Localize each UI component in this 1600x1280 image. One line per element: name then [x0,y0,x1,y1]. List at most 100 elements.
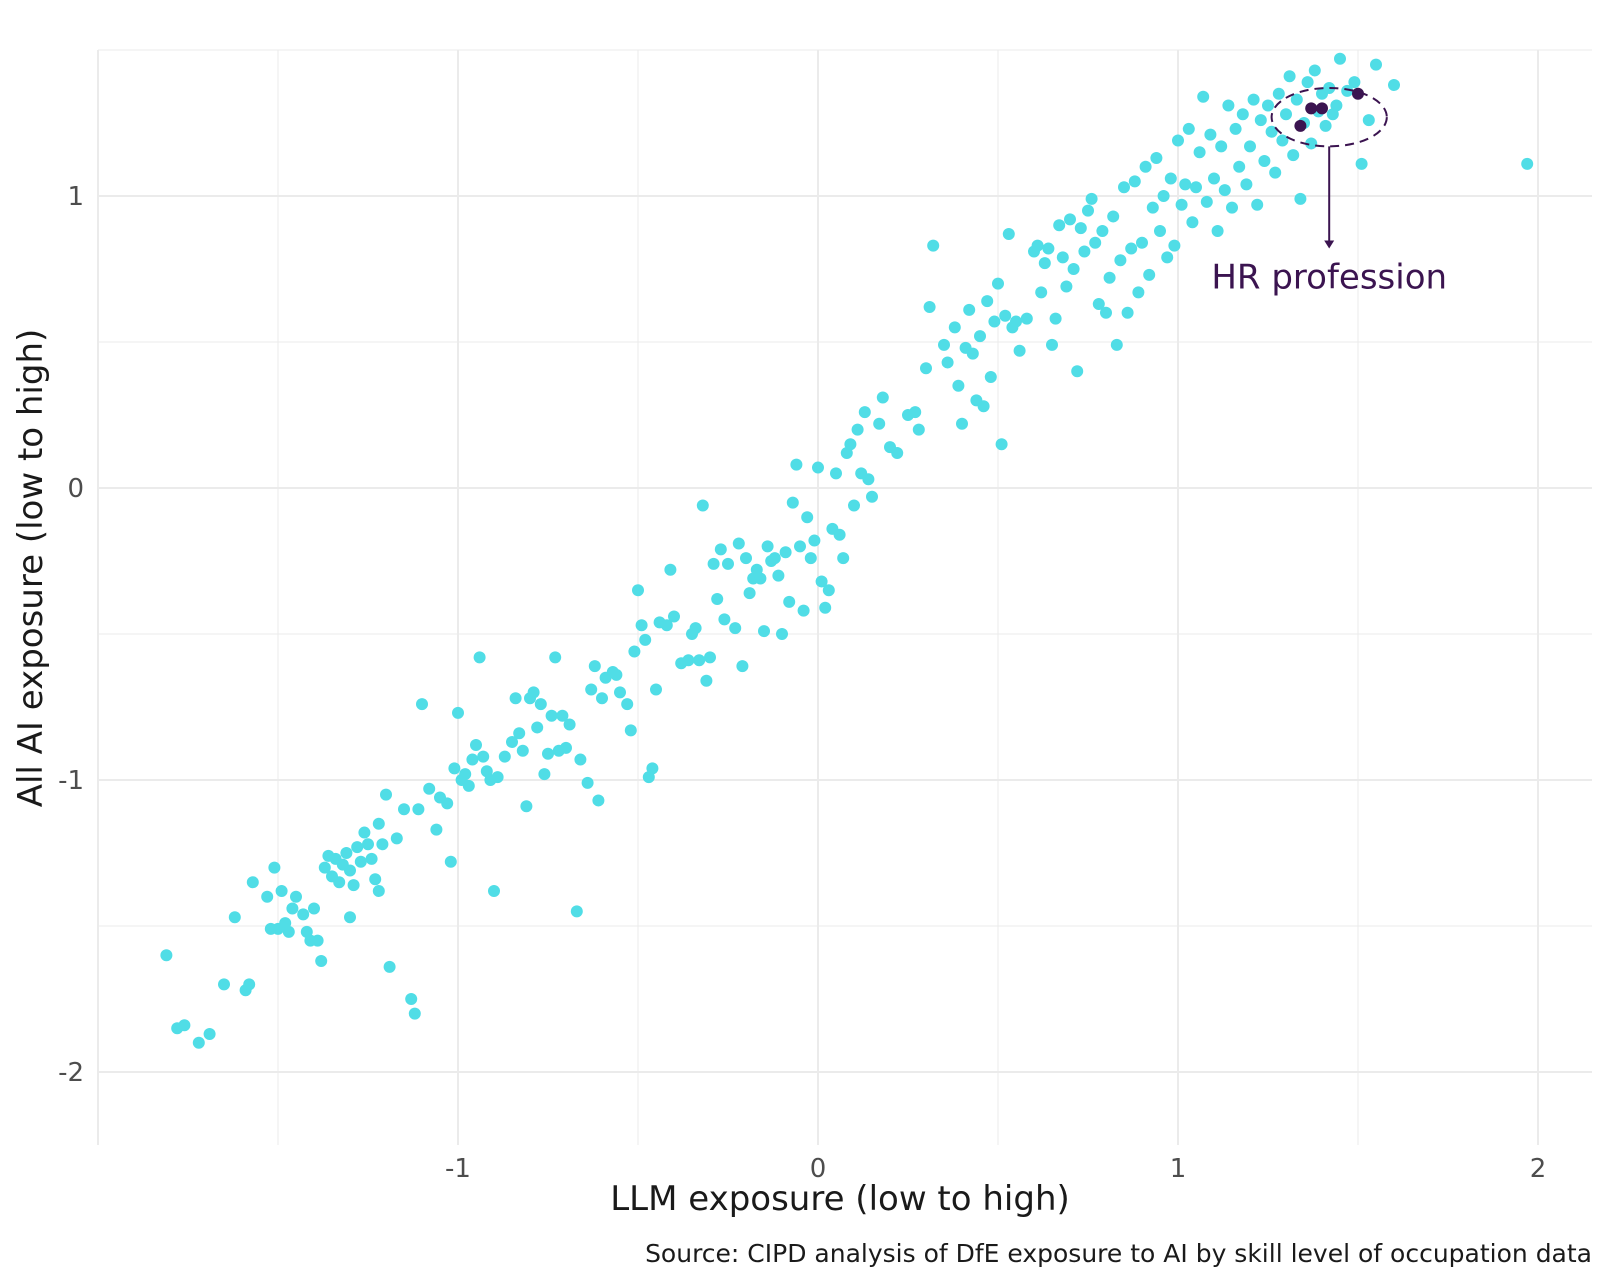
occupation-point [1074,222,1087,235]
occupation-point [614,686,626,699]
occupation-point [513,727,526,740]
occupation-point [1042,242,1055,255]
occupation-point [956,417,968,430]
occupation-point [452,706,464,719]
occupation-point [383,960,396,973]
x-tick-label: 1 [1170,1154,1187,1184]
occupation-point [534,698,547,711]
occupation-point [1125,242,1138,255]
occupation-point [1334,52,1346,65]
occupation-point [1521,157,1534,170]
occupation-point [448,762,461,775]
occupation-point [952,379,965,392]
hr-profession-point [1294,119,1307,132]
occupation-point [1121,306,1134,319]
occupation-point [833,528,846,541]
occupation-point [621,698,634,711]
occupation-point [995,438,1008,451]
occupation-point [1175,198,1188,211]
occupation-point [1247,93,1260,106]
occupation-point [812,461,824,474]
y-tick-label: -1 [58,766,84,796]
occupation-point [1233,160,1246,173]
occupation-point [819,601,832,614]
occupation-point [797,604,810,617]
occupation-point [1082,204,1094,217]
y-tick-label: -2 [58,1058,84,1088]
occupation-point [585,683,598,696]
occupation-point [1085,192,1098,205]
occupation-point [592,794,605,807]
occupation-point [1010,315,1022,328]
occupation-point [462,779,475,792]
occupation-point [390,832,403,845]
occupation-point [1258,154,1271,167]
occupation-point [459,768,472,781]
occupation-point [488,884,500,897]
occupation-point [1269,166,1282,179]
occupation-point [776,628,788,640]
occupation-point [1092,298,1105,311]
occupation-point [1330,99,1343,112]
occupation-point [178,1019,191,1032]
occupation-point [1240,178,1253,191]
occupation-point [1200,195,1213,208]
occupation-point [740,552,752,565]
occupation-point [1038,257,1051,270]
occupation-point [981,295,994,308]
occupation-point [909,406,922,419]
occupation-point [218,978,230,991]
occupation-point [1118,181,1130,194]
occupation-point [794,540,806,553]
occupation-point [315,955,328,968]
occupation-point [1128,175,1141,188]
occupation-point [408,1007,421,1020]
occupation-point [988,315,1001,328]
occupation-point [333,876,346,889]
occupation-point [992,277,1004,290]
occupation-point [506,736,518,749]
occupation-point [1168,239,1181,252]
occupation-point [783,595,796,608]
occupation-point [772,569,785,582]
occupation-point [1164,172,1177,185]
occupation-point [1064,213,1076,226]
occupation-point [646,762,659,775]
occupation-point [1265,125,1278,138]
occupation-point [700,674,713,687]
occupation-point [639,633,652,646]
occupation-point [416,698,428,711]
occupation-point [1290,93,1303,106]
occupation-point [963,303,976,316]
occupation-point [1056,251,1069,264]
occupation-point [1179,178,1192,191]
occupation-point [1146,201,1159,214]
occupation-point [1218,184,1231,197]
occupation-point [1035,286,1048,299]
occupation-point [938,338,950,351]
occupation-point [948,321,961,334]
occupation-point [1341,84,1354,97]
occupation-point [1197,90,1210,103]
occupation-point [1053,219,1066,232]
hr-annotation-label: HR profession [1211,258,1447,298]
occupation-point [682,654,695,667]
occupation-point [365,852,378,865]
occupation-point [1254,114,1267,127]
occupation-point [354,855,367,868]
occupation-point [344,911,356,924]
hr-annotation: HR profession [1211,86,1447,298]
occupation-point [758,625,770,638]
occupation-point [498,750,511,763]
occupation-point [470,738,482,751]
occupation-point [1251,198,1264,211]
occupation-point [693,654,706,667]
occupation-point [779,546,792,559]
occupation-point [405,993,418,1005]
occupation-point [736,660,749,673]
occupation-point [430,823,443,836]
y-tick-label: 0 [67,474,84,504]
occupation-point [372,817,385,830]
occupation-point [1244,140,1256,153]
occupation-point [786,496,799,509]
